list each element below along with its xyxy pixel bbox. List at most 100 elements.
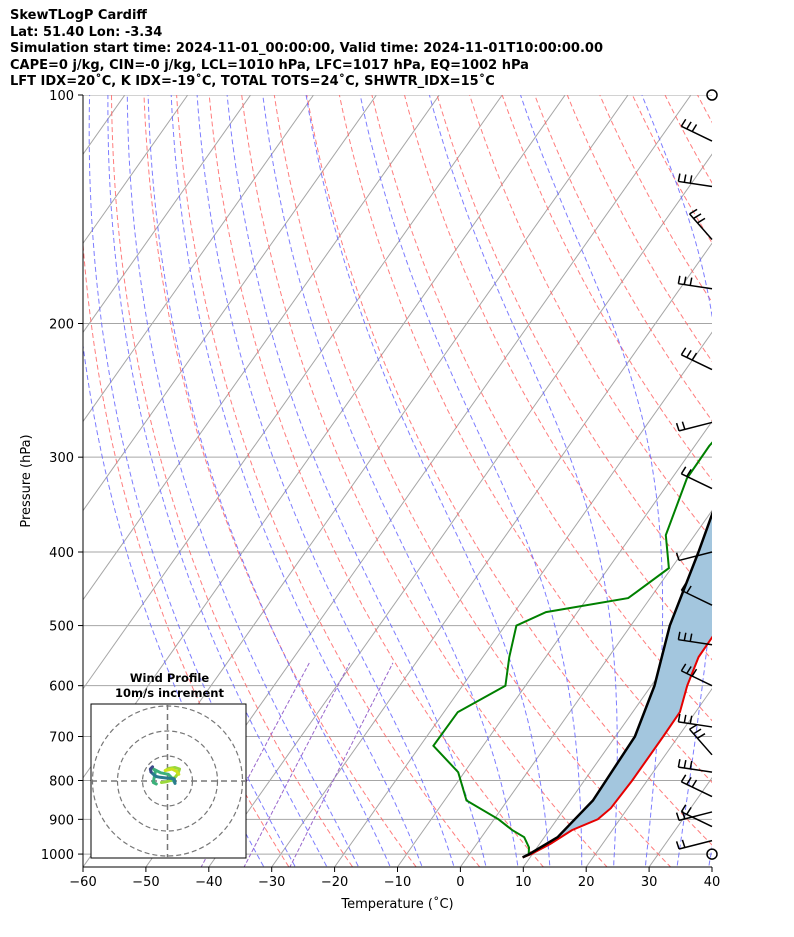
x-tick-label: 10 bbox=[515, 875, 532, 890]
y-tick-label: 500 bbox=[49, 620, 74, 635]
wind-barb-flag bbox=[691, 668, 698, 677]
hodograph-trace bbox=[148, 765, 154, 774]
wind-barb-flag bbox=[686, 469, 692, 477]
isotherm-line bbox=[334, 331, 712, 867]
wind-barb-flag bbox=[689, 633, 693, 642]
x-tick-label: −60 bbox=[69, 875, 96, 890]
wind-barb-flag bbox=[677, 759, 681, 768]
wind-barb-flag bbox=[686, 585, 692, 594]
wind-barb-flag bbox=[680, 582, 687, 591]
parcel-line bbox=[522, 510, 712, 859]
hodograph-trace bbox=[149, 770, 177, 785]
isotherm-line bbox=[397, 420, 712, 867]
calm-wind-marker bbox=[706, 848, 718, 860]
dry-adiabat bbox=[501, 95, 712, 481]
wind-barb-flag bbox=[693, 728, 702, 735]
hodograph-title: Wind Profile bbox=[130, 671, 210, 685]
wind-barb-flag bbox=[691, 779, 698, 788]
wind-barb-flag bbox=[689, 760, 693, 770]
wind-barb-staff bbox=[678, 766, 713, 773]
wind-barb-flag bbox=[675, 841, 680, 850]
y-tick-label: 400 bbox=[49, 546, 74, 561]
wind-barb-flag bbox=[686, 666, 692, 674]
indices-line-2: LFT IDX=20˚C, K IDX=-19˚C, TOTAL TOTS=24… bbox=[10, 74, 495, 89]
hodograph-plot bbox=[91, 704, 246, 858]
mixing-ratio-line bbox=[243, 662, 351, 867]
location-line: Lat: 51.40 Lon: -3.34 bbox=[10, 24, 163, 40]
wind-barb-flag bbox=[689, 277, 693, 286]
isotherm-line bbox=[83, 95, 252, 334]
moist-adiabat bbox=[226, 95, 487, 867]
dry-adiabat bbox=[208, 95, 545, 867]
dry-adiabat bbox=[306, 95, 712, 846]
dry-adiabat bbox=[534, 95, 712, 422]
y-tick-label: 600 bbox=[49, 680, 74, 695]
dry-adiabat bbox=[664, 95, 712, 184]
wind-barb-flag bbox=[675, 812, 680, 821]
wind-barb-flag bbox=[689, 208, 698, 215]
wind-barb-staff bbox=[681, 125, 713, 142]
wind-barb-staff bbox=[678, 638, 713, 646]
wind-barb-flag bbox=[677, 275, 681, 284]
dry-adiabat bbox=[83, 237, 290, 867]
isotherm-line bbox=[522, 598, 712, 867]
moist-adiabat bbox=[739, 95, 794, 873]
hodograph-subtitle: 10m/s increment bbox=[115, 686, 224, 700]
moist-adiabat bbox=[170, 95, 423, 867]
wind-barb-flag bbox=[697, 733, 706, 739]
wind-barb-flag bbox=[677, 713, 681, 722]
y-tick-label: 900 bbox=[49, 813, 74, 828]
wind-barb-staff bbox=[681, 589, 713, 606]
wind-barb-flag bbox=[681, 810, 686, 820]
wind-barb-staff bbox=[688, 213, 713, 240]
wind-barb-flag bbox=[683, 276, 687, 285]
isotherm-line bbox=[648, 777, 712, 867]
moist-adiabat bbox=[147, 95, 391, 867]
y-tick-label: 1000 bbox=[41, 848, 74, 863]
wind-barb-flag bbox=[686, 807, 692, 815]
isotherm-line bbox=[83, 95, 440, 601]
moist-adiabat bbox=[359, 95, 583, 867]
moist-adiabat bbox=[708, 845, 712, 867]
wind-barb-flag bbox=[683, 759, 687, 769]
mixing-ratio-line bbox=[289, 662, 394, 867]
wind-barb-flag bbox=[689, 175, 693, 184]
dry-adiabat bbox=[721, 78, 794, 873]
wind-barb-flag bbox=[680, 118, 687, 127]
moist-adiabat bbox=[641, 95, 712, 867]
isotherm-line bbox=[83, 95, 377, 512]
hodograph-trace bbox=[163, 767, 181, 776]
moist-adiabat bbox=[83, 341, 265, 867]
isotherm-line bbox=[271, 242, 712, 867]
x-tick-label: −10 bbox=[384, 875, 411, 890]
wind-barb-staff bbox=[681, 670, 713, 687]
wind-barb-flag bbox=[681, 839, 686, 848]
dry-adiabat bbox=[143, 95, 417, 867]
wind-barb-flag bbox=[680, 347, 687, 356]
time-line: Simulation start time: 2024-11-01_00:00:… bbox=[10, 41, 603, 56]
isotherm-line bbox=[83, 95, 503, 690]
moist-adiabat bbox=[428, 95, 618, 867]
wind-barbs bbox=[675, 89, 718, 860]
dry-adiabat bbox=[436, 95, 712, 600]
wind-barb-staff bbox=[678, 282, 713, 290]
x-tick-label: −20 bbox=[321, 875, 348, 890]
wind-barb-staff bbox=[688, 728, 713, 756]
x-tick-label: 30 bbox=[641, 875, 658, 890]
wind-barb-staff bbox=[678, 721, 713, 728]
y-tick-label: 700 bbox=[49, 730, 74, 745]
y-tick-label: 800 bbox=[49, 775, 74, 790]
isotherm-line bbox=[711, 866, 712, 867]
dry-adiabat bbox=[696, 95, 712, 124]
x-axis-label: Temperature (˚C) bbox=[340, 896, 453, 912]
wind-barb-flag bbox=[675, 552, 680, 561]
isotherm-line bbox=[459, 509, 712, 867]
moist-adiabat bbox=[126, 95, 360, 867]
dry-adiabat bbox=[403, 95, 712, 661]
wind-barb-flag bbox=[680, 774, 687, 783]
wind-barb-flag bbox=[677, 173, 681, 182]
dry-adiabat bbox=[566, 95, 712, 363]
indices-line-1: CAPE=0 j/kg, CIN=-0 j/kg, LCL=1010 hPa, … bbox=[10, 57, 529, 73]
wind-barb-flag bbox=[697, 217, 706, 224]
temperature-line bbox=[522, 635, 712, 859]
